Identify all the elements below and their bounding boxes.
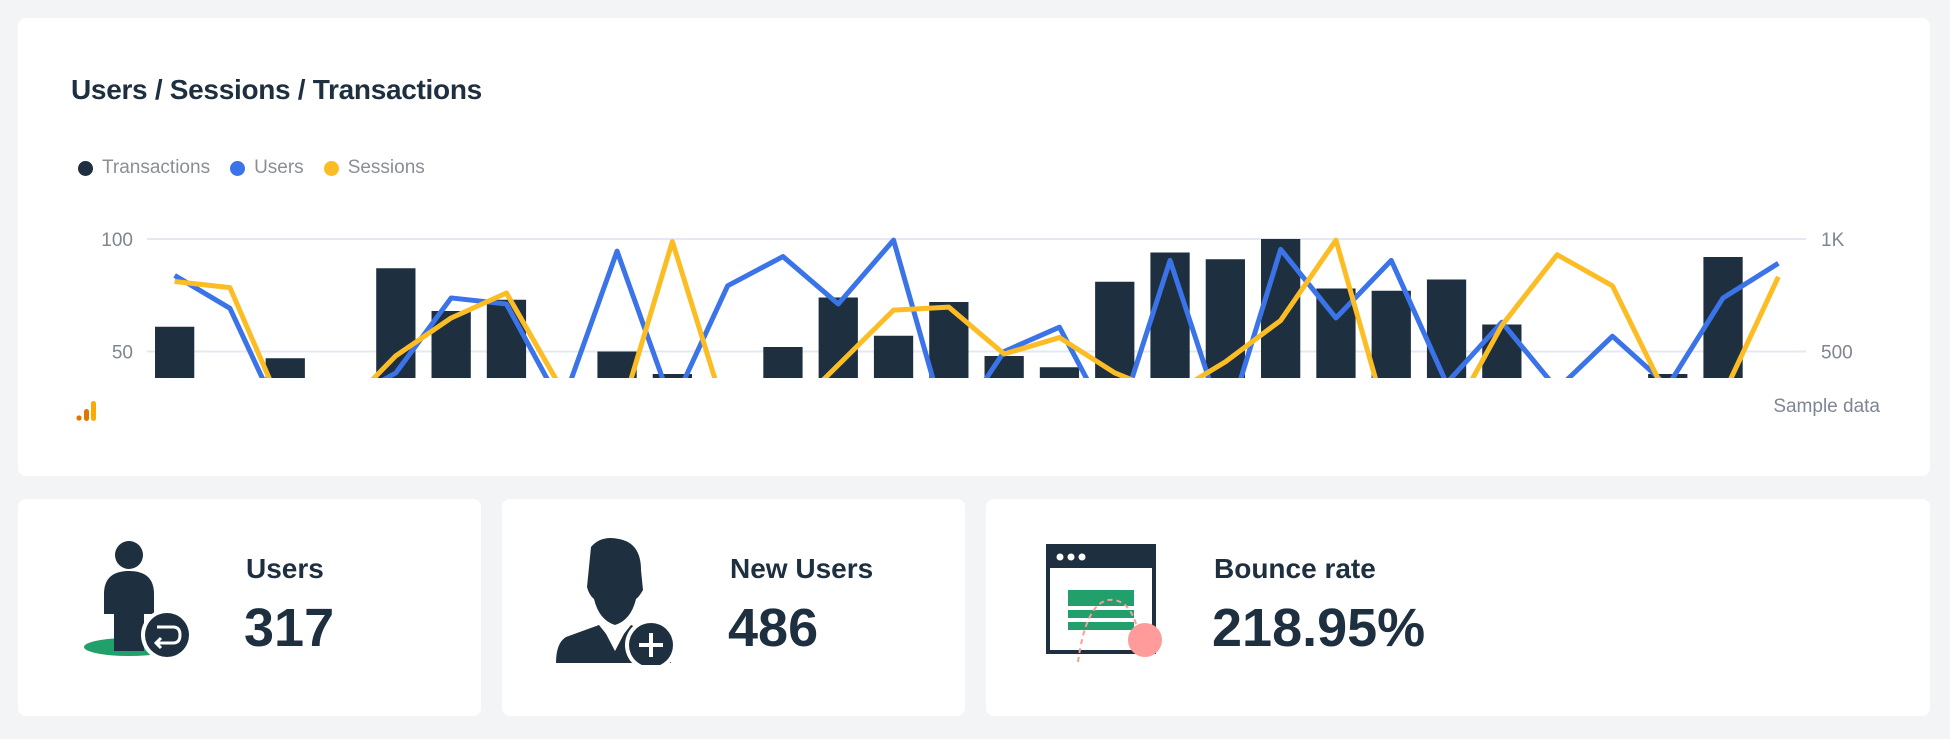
kpi-label: Bounce rate [1214, 553, 1376, 584]
sample-data-note: Sample data [1773, 396, 1880, 417]
kpi-card-users: Users 317 [18, 499, 481, 716]
bar-transactions [1371, 290, 1411, 378]
chart-title: Users / Sessions / Transactions [71, 74, 482, 105]
y-left-tick-label: 100 [101, 230, 133, 251]
legend-label: Sessions [347, 157, 425, 178]
bounce-browser-icon [1046, 544, 1162, 663]
bar-transactions [763, 347, 803, 378]
legend-item-transactions[interactable]: Transactions [78, 157, 210, 179]
y-right-tick-label: 1K [1821, 230, 1845, 251]
chart-legend: Transactions Users Sessions [78, 157, 425, 179]
bar-transactions [984, 356, 1024, 378]
bar-transactions [652, 374, 692, 378]
y-right-tick-label: 500 [1821, 343, 1853, 364]
legend-label: Users [254, 157, 304, 178]
new-user-icon [556, 538, 677, 665]
legend-dot-icon [323, 160, 339, 176]
bar-transactions [265, 358, 305, 378]
kpi-label: New Users [730, 553, 874, 584]
kpi-value: 486 [728, 598, 819, 658]
legend-dot-icon [230, 160, 246, 176]
legend-item-sessions[interactable]: Sessions [323, 157, 425, 179]
legend-dot-icon [78, 160, 93, 176]
bar-transactions [1205, 259, 1245, 378]
bar-transactions [1261, 239, 1301, 378]
combo-chart: 05010005001KApr 141618202224262830020406… [101, 230, 1853, 378]
kpi-value: 317 [244, 598, 335, 658]
line-users [173, 237, 1780, 378]
bar-transactions [1150, 252, 1190, 378]
chart-card: Users / Sessions / Transactions Transact… [18, 18, 1930, 476]
bar-transactions [1426, 279, 1467, 378]
bar-transactions [431, 311, 471, 378]
line-sessions [174, 237, 1781, 378]
legend-item-users[interactable]: Users [230, 157, 304, 179]
bar-transactions [486, 299, 527, 378]
bar-transactions [376, 268, 416, 378]
kpi-label: Users [246, 553, 324, 584]
bar-transactions [1039, 367, 1080, 378]
bar-transactions [929, 302, 969, 378]
kpi-value: 218.95% [1212, 598, 1426, 658]
y-left-tick-label: 50 [112, 343, 133, 364]
kpi-card-bounce-rate: Bounce rate 218.95% [986, 499, 1930, 716]
kpi-card-new-users: New Users 486 [502, 499, 965, 716]
legend-label: Transactions [102, 157, 211, 178]
google-analytics-icon [76, 401, 96, 421]
returning-user-icon [84, 541, 193, 661]
bar-transactions [1648, 374, 1688, 378]
bar-transactions [873, 335, 914, 378]
bar-transactions [155, 326, 195, 378]
